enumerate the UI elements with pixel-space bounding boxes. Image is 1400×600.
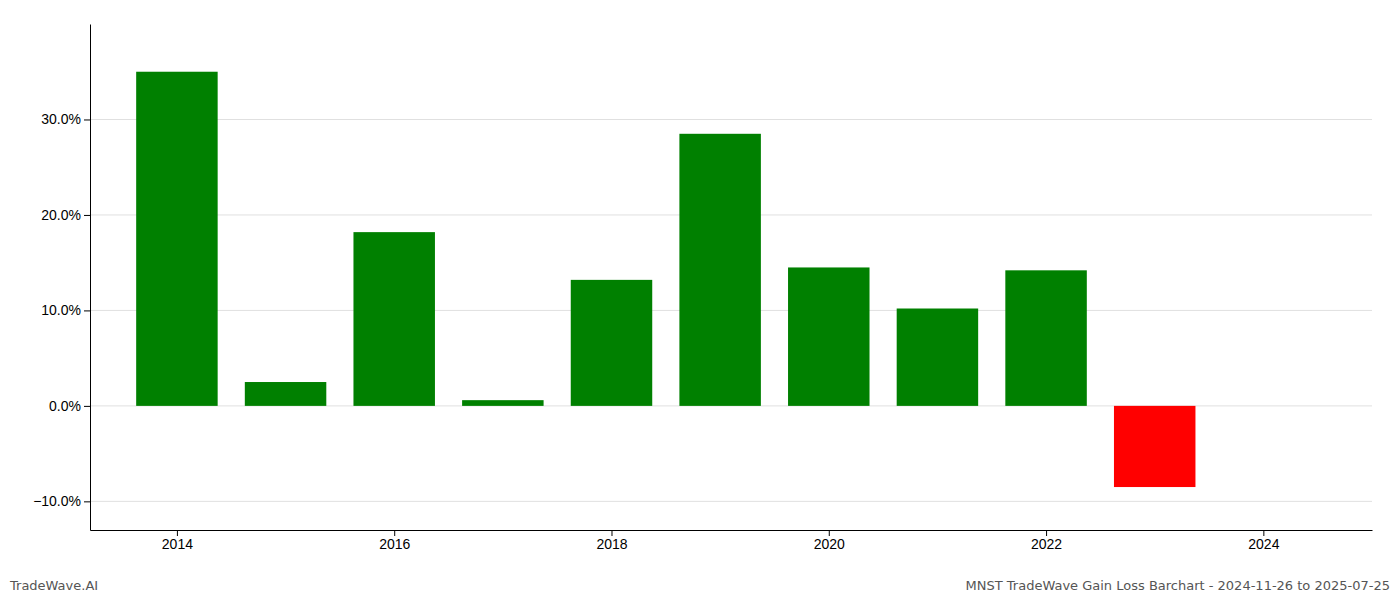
bar	[788, 267, 869, 405]
x-tick-label: 2018	[596, 536, 627, 552]
x-tick-label: 2016	[379, 536, 410, 552]
y-tick: 0.0%	[49, 398, 90, 414]
x-tick-label: 2024	[1248, 536, 1279, 552]
bar	[136, 72, 217, 406]
grid-line	[90, 501, 1372, 502]
y-tick-label: 0.0%	[49, 398, 81, 414]
x-tick: 2016	[379, 530, 410, 552]
chart: −10.0% 0.0% 10.0% 20.0% 30.0% 2014 2016 2018 202…	[0, 0, 1400, 600]
x-tick-label: 2014	[162, 536, 193, 552]
y-tick-mark	[84, 310, 90, 311]
y-tick-label: 10.0%	[41, 302, 81, 318]
y-tick-label: 30.0%	[41, 111, 81, 127]
x-tick-label: 2022	[1031, 536, 1062, 552]
y-tick-mark	[84, 215, 90, 216]
y-tick: −10.0%	[33, 493, 90, 509]
y-tick-mark	[84, 406, 90, 407]
bar	[462, 400, 543, 406]
bars	[136, 72, 1195, 487]
bar	[1005, 270, 1086, 406]
y-tick: 30.0%	[41, 111, 90, 127]
bar	[571, 280, 652, 406]
y-tick-label: −10.0%	[33, 493, 81, 509]
x-tick: 2014	[162, 530, 193, 552]
grid-line	[90, 119, 1372, 120]
y-axis-line	[90, 25, 91, 531]
x-tick: 2022	[1031, 530, 1062, 552]
y-tick: 20.0%	[41, 207, 90, 223]
x-axis: 2014 2016 2018 2020 2022 2024	[91, 530, 1373, 552]
bar	[897, 309, 978, 406]
footer: TradeWave.AI	[9, 578, 98, 593]
bar	[245, 382, 326, 406]
x-tick: 2020	[814, 530, 845, 552]
y-tick-mark	[84, 501, 90, 502]
bar	[1114, 406, 1195, 487]
x-tick: 2018	[596, 530, 627, 552]
footer: MNST TradeWave Gain Loss Barchart - 2024…	[966, 578, 1390, 593]
bar	[353, 232, 434, 406]
x-tick: 2024	[1248, 530, 1279, 552]
y-tick-label: 20.0%	[41, 207, 81, 223]
y-axis: −10.0% 0.0% 10.0% 20.0% 30.0%	[33, 25, 90, 531]
y-tick: 10.0%	[41, 302, 90, 318]
x-tick-label: 2020	[814, 536, 845, 552]
grid	[90, 119, 1372, 501]
y-tick-mark	[84, 119, 90, 120]
bar	[679, 134, 760, 406]
x-axis-line	[91, 530, 1373, 531]
